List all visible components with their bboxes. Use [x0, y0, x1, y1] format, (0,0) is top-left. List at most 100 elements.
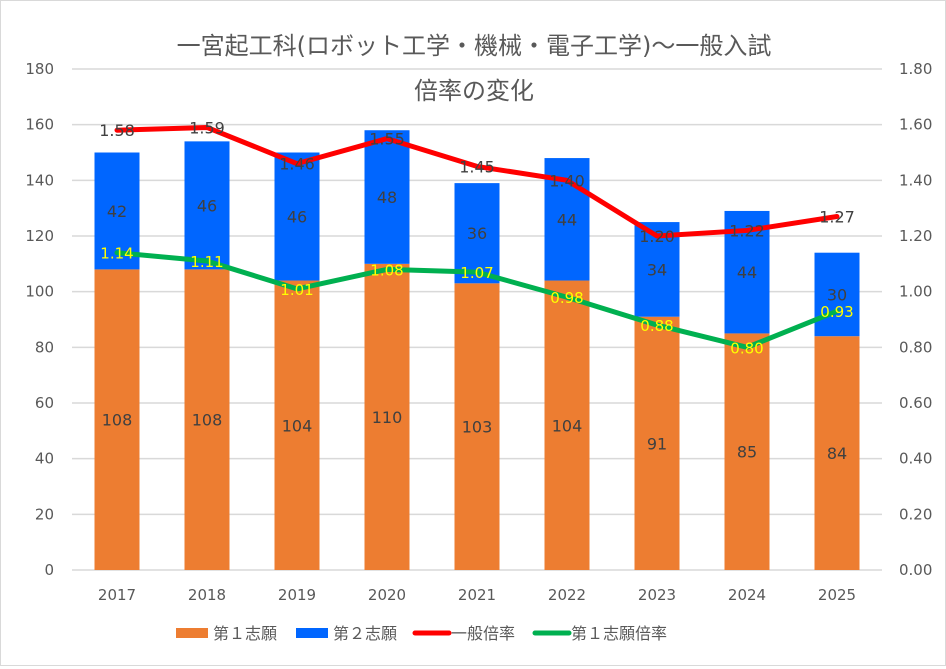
label-second-choice: 34: [647, 260, 667, 279]
bar-second-choice: [94, 152, 140, 270]
bar-first-choice: [634, 316, 680, 570]
x-axis-tick: 2022: [548, 586, 586, 604]
x-axis-tick: 2017: [98, 586, 136, 604]
label-general-ratio: 1.46: [279, 155, 315, 174]
label-general-ratio: 1.59: [189, 118, 225, 137]
right-axis-tick: 0.80: [899, 338, 932, 356]
lines: [114, 124, 840, 350]
label-general-ratio: 1.58: [99, 121, 135, 140]
label-first-choice: 103: [462, 418, 493, 437]
chart-title-line2: 倍率の変化: [414, 77, 534, 105]
legend-item: 第１志願: [176, 624, 277, 643]
bar-second-choice: [814, 252, 860, 337]
label-second-choice: 46: [197, 196, 217, 215]
legend-label: 第２志願: [333, 624, 397, 643]
right-axis-tick: 0.60: [899, 394, 932, 412]
label-general-ratio: 1.45: [459, 157, 495, 176]
x-axis: 2017 2018 2019 2020 2021 2022 2023 2024 2025: [98, 586, 856, 604]
bar-second-choice: [184, 141, 230, 270]
label-second-choice: 42: [107, 202, 127, 221]
bar-first-choice: [184, 269, 230, 570]
left-axis-tick: 40: [35, 450, 54, 468]
left-axis-tick: 60: [35, 394, 54, 412]
bar-first-choice: [544, 280, 590, 570]
label-second-choice: 30: [827, 285, 847, 304]
label-first-choice: 85: [737, 443, 757, 462]
x-axis-tick: 2021: [458, 586, 496, 604]
right-axis: 0.00 0.20 0.40 0.60 0.80 1.00 1.20 1.40 1.60 1.80: [899, 60, 932, 579]
x-axis-tick: 2019: [278, 586, 316, 604]
legend-item: 第１志願倍率: [532, 624, 667, 643]
legend-item: 一般倍率: [412, 624, 515, 643]
label-first-choice-ratio: 0.88: [640, 317, 673, 335]
label-general-ratio: 1.22: [729, 221, 765, 240]
bar-first-choice: [724, 333, 770, 570]
right-axis-tick: 1.00: [899, 283, 932, 301]
label-general-ratio: 1.20: [639, 227, 675, 246]
bar-first-choice: [814, 336, 860, 570]
label-general-ratio: 1.40: [549, 171, 585, 190]
left-axis-tick: 180: [25, 60, 54, 78]
label-second-choice: 44: [557, 210, 577, 229]
bar-first-choice: [364, 263, 410, 570]
label-first-choice: 108: [102, 411, 133, 430]
bar-second-choice: [274, 152, 320, 281]
label-second-choice: 36: [467, 224, 487, 243]
label-second-choice: 48: [377, 188, 397, 207]
left-axis: 0 20 40 60 80 100 120 140 160 180: [25, 60, 54, 579]
label-first-choice: 104: [552, 416, 583, 435]
label-first-choice-ratio: 1.07: [460, 264, 493, 282]
left-axis-tick: 0: [44, 561, 54, 579]
line-first-choice-ratio: [114, 250, 840, 350]
left-axis-tick: 120: [25, 227, 54, 245]
label-first-choice-ratio: 1.01: [280, 281, 313, 299]
bar-first-choice: [454, 283, 500, 570]
bar-first-choice: [94, 269, 140, 570]
label-first-choice: 108: [192, 411, 223, 430]
label-general-ratio: 1.27: [819, 208, 855, 227]
legend-swatch: [296, 628, 328, 638]
right-axis-tick: 1.20: [899, 227, 932, 245]
left-axis-tick: 160: [25, 116, 54, 134]
right-axis-tick: 1.40: [899, 171, 932, 189]
label-second-choice: 44: [737, 263, 757, 282]
left-axis-tick: 100: [25, 283, 54, 301]
chart-title-line1: 一宮起工科(ロボット工学・機械・電子工学)～一般入試: [177, 32, 772, 60]
label-first-choice-ratio: 1.14: [100, 245, 133, 263]
right-axis-tick: 0.40: [899, 450, 932, 468]
label-first-choice: 104: [282, 416, 313, 435]
bar-second-choice: [364, 130, 410, 264]
legend-item: 第２志願: [296, 624, 397, 643]
legend-swatch: [176, 628, 208, 638]
line-general-ratio: [114, 124, 840, 239]
left-axis-tick: 80: [35, 338, 54, 356]
label-first-choice: 110: [372, 408, 403, 427]
label-general-ratio: 1.55: [369, 130, 405, 149]
data-labels: 108 42 108 46 104 46 110 48 103 36 104 44 91 34 85 44 84…: [99, 118, 855, 463]
label-first-choice-ratio: 1.11: [190, 253, 223, 271]
x-axis-tick: 2025: [818, 586, 856, 604]
label-first-choice: 91: [647, 434, 667, 453]
left-axis-tick: 140: [25, 171, 54, 189]
label-first-choice-ratio: 1.08: [370, 261, 403, 279]
left-axis-tick: 20: [35, 505, 54, 523]
bar-second-choice: [454, 183, 500, 284]
x-axis-tick: 2023: [638, 586, 676, 604]
label-first-choice: 84: [827, 444, 847, 463]
right-axis-tick: 0.00: [899, 561, 932, 579]
bars: [94, 130, 860, 570]
right-axis-tick: 1.60: [899, 116, 932, 134]
label-second-choice: 46: [287, 208, 307, 227]
right-axis-tick: 0.20: [899, 505, 932, 523]
bar-first-choice: [274, 280, 320, 570]
label-first-choice-ratio: 0.93: [820, 303, 853, 321]
legend: 第１志願 第２志願 一般倍率 第１志願倍率: [176, 624, 667, 643]
x-axis-tick: 2018: [188, 586, 226, 604]
right-axis-tick: 1.80: [899, 60, 932, 78]
x-axis-tick: 2020: [368, 586, 406, 604]
label-first-choice-ratio: 0.80: [730, 339, 763, 357]
legend-label: 第１志願: [213, 624, 277, 643]
legend-label: 第１志願倍率: [571, 624, 667, 643]
